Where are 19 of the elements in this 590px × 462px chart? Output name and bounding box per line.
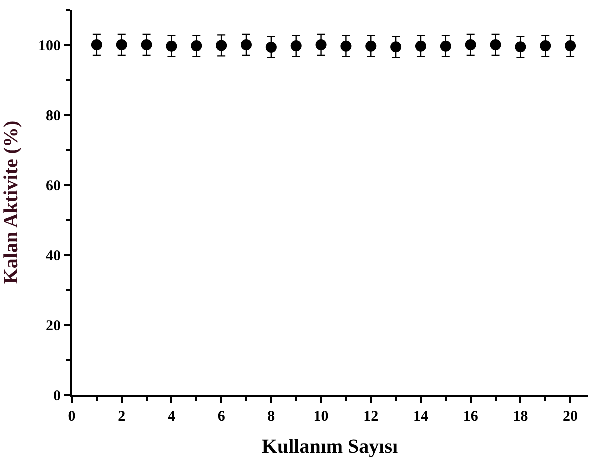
- y-axis-title: Kalan Aktivite (%): [0, 120, 22, 284]
- y-tick-label: 40: [46, 248, 61, 264]
- x-tick-label: 2: [118, 409, 126, 425]
- x-tick-label: 18: [513, 409, 528, 425]
- x-tick-label: 10: [314, 409, 329, 425]
- x-tick-label: 16: [463, 409, 479, 425]
- y-tick-label: 100: [38, 38, 61, 54]
- x-tick-label: 6: [218, 409, 226, 425]
- x-tick-label: 14: [413, 409, 429, 425]
- x-tick-label: 0: [68, 409, 76, 425]
- y-tick-label: 0: [54, 388, 61, 404]
- x-tick-label: 8: [268, 409, 276, 425]
- y-tick-label: 60: [46, 178, 61, 194]
- x-axis-title: Kullanım Sayısı: [262, 436, 399, 458]
- x-tick-label: 12: [364, 409, 379, 425]
- x-tick-label: 4: [168, 409, 176, 425]
- y-tick-label: 80: [46, 108, 61, 124]
- x-tick-label: 20: [563, 409, 578, 425]
- y-tick-label: 20: [46, 318, 61, 334]
